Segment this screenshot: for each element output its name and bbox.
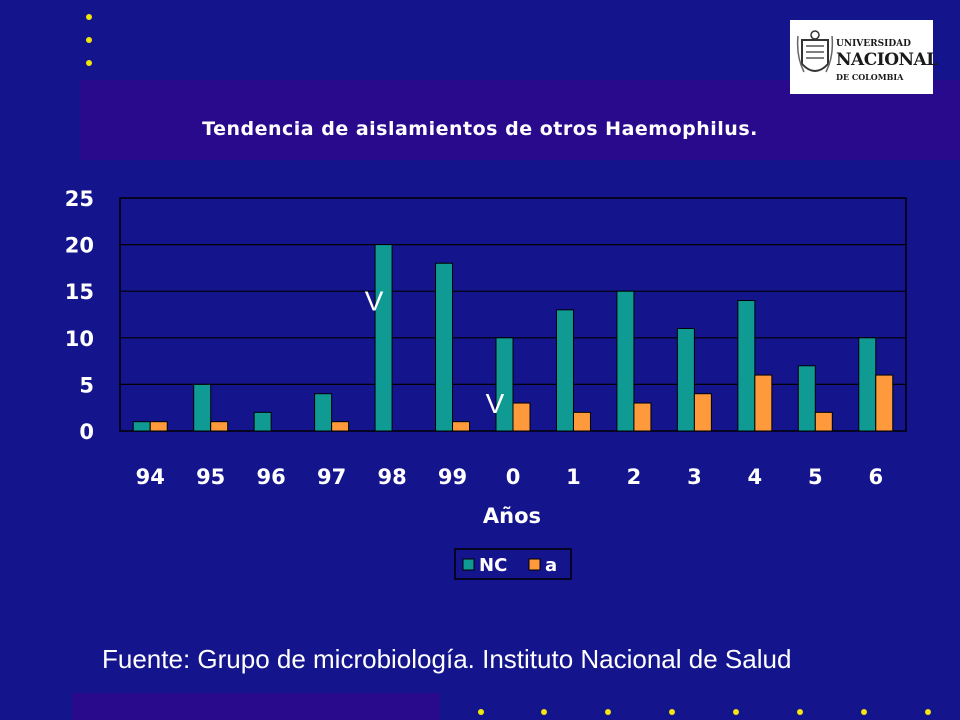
bullet-dot	[605, 709, 611, 715]
legend: NC a	[454, 548, 572, 580]
bar-nc-4	[737, 300, 756, 432]
bars	[132, 244, 894, 432]
bullet-dot	[478, 709, 484, 715]
bar-nc-2	[616, 290, 635, 432]
x-tick-label: 3	[687, 465, 702, 489]
bar-a-1	[572, 411, 591, 432]
bar-nc-98	[374, 244, 393, 432]
logo-line-3: DE COLOMBIA	[836, 72, 904, 82]
legend-label-a: a	[545, 555, 557, 576]
x-tick-label: 2	[627, 465, 642, 489]
x-tick-label: 5	[808, 465, 823, 489]
legend-swatch-a	[528, 558, 541, 571]
x-tick-label: 94	[136, 465, 165, 489]
y-axis-ticks: 0 5 10 15 20 25	[65, 187, 94, 444]
bar-a-2	[633, 402, 652, 432]
bar-nc-1	[555, 309, 574, 432]
x-tick-label: 96	[257, 465, 286, 489]
bar-nc-96	[253, 411, 272, 432]
bar-a-4	[754, 374, 773, 432]
x-tick-label: 0	[506, 465, 521, 489]
source-caption: Fuente: Grupo de microbiología. Institut…	[102, 644, 792, 674]
bar-a-99	[452, 421, 471, 432]
bar-nc-94	[132, 421, 151, 432]
bullet-dot	[86, 37, 92, 43]
y-tick-label: 20	[65, 234, 94, 258]
x-tick-label: 97	[317, 465, 346, 489]
bar-nc-0	[495, 337, 514, 432]
bullet-dot	[86, 60, 92, 66]
x-axis-label: Años	[483, 504, 541, 528]
x-tick-label: 99	[438, 465, 467, 489]
bar-a-3	[693, 393, 712, 432]
bar-nc-97	[314, 393, 333, 432]
bullet-dot	[925, 709, 931, 715]
chart-title: Tendencia de aislamientos de otros Haemo…	[202, 118, 758, 140]
university-logo: UNIVERSIDAD NACIONAL DE COLOMBIA	[790, 20, 938, 94]
bullet-dot	[797, 709, 803, 715]
annotations: VV	[365, 286, 505, 420]
bar-a-94	[149, 421, 168, 432]
x-axis-ticks: 94 95 96 97 98 99 0 1 2 3 4 5 6	[136, 465, 883, 489]
bar-a-97	[331, 421, 350, 432]
logo-line-1: UNIVERSIDAD	[836, 39, 911, 49]
bullet-dot	[86, 14, 92, 20]
legend-label-nc: NC	[479, 555, 507, 576]
x-tick-label: 1	[566, 465, 581, 489]
bar-a-6	[875, 374, 894, 432]
bar-a-95	[210, 421, 229, 432]
bar-nc-95	[193, 383, 212, 432]
y-tick-label: 15	[65, 280, 94, 304]
y-tick-label: 25	[65, 187, 94, 211]
bar-a-5	[814, 411, 833, 432]
bullet-dot	[861, 709, 867, 715]
y-tick-label: 5	[79, 373, 94, 397]
legend-swatch-nc	[462, 558, 475, 571]
bullet-dot	[669, 709, 675, 715]
x-tick-label: 98	[377, 465, 406, 489]
x-tick-label: 95	[196, 465, 225, 489]
bar-a-0	[512, 402, 531, 432]
annotation-label: V	[486, 388, 505, 419]
x-tick-label: 6	[868, 465, 883, 489]
logo-line-2: NACIONAL	[836, 50, 938, 70]
university-seal-icon	[796, 30, 834, 73]
y-tick-label: 10	[65, 327, 94, 351]
bullet-dot	[733, 709, 739, 715]
bar-nc-5	[797, 365, 816, 432]
x-tick-label: 4	[748, 465, 763, 489]
bullet-dot	[541, 709, 547, 715]
y-tick-label: 0	[79, 420, 94, 444]
legend-box	[454, 548, 572, 580]
bar-nc-3	[676, 327, 695, 432]
annotation-label: V	[365, 286, 384, 317]
footer-band	[72, 693, 440, 720]
bar-nc-6	[858, 337, 877, 432]
bar-nc-99	[435, 262, 454, 432]
